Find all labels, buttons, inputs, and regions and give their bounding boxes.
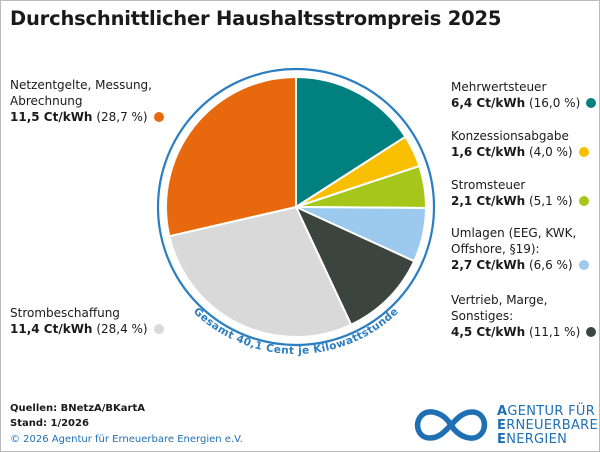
legend-item-strombeschaffung: Strombeschaffung 11,4 Ct/kWh (28,4 %)	[10, 305, 164, 337]
legend-item-vertrieb: Vertrieb, Marge, Sonstiges: 4,5 Ct/kWh (…	[451, 292, 597, 340]
legend-value: 4,5 Ct/kWh	[451, 325, 526, 339]
logo-initial: A	[497, 404, 508, 419]
copyright-text: © 2026 Agentur für Erneuerbare Energien …	[10, 434, 243, 445]
legend-value: 2,7 Ct/kWh	[451, 258, 526, 272]
logo-initial: E	[497, 432, 507, 447]
legend-value: 11,4 Ct/kWh	[10, 322, 93, 336]
legend-swatch	[586, 327, 597, 337]
legend-swatch	[578, 147, 589, 157]
legend-value: 11,5 Ct/kWh	[10, 110, 93, 124]
legend-value: 6,4 Ct/kWh	[451, 96, 526, 110]
legend-item-umlagen: Umlagen (EEG, KWK, Offshore, §19): 2,7 C…	[451, 225, 589, 273]
stand-text: Stand: 1/2026	[10, 418, 89, 429]
sources-text: Quellen: BNetzA/BKartA	[10, 403, 145, 414]
aee-logo-text: AGENTUR FÜR ERNEUERBARE ENERGIEN	[497, 405, 598, 447]
legend-swatch	[578, 196, 589, 206]
legend-label: Netzentgelte, Messung, Abrechnung	[10, 78, 152, 108]
infinity-icon	[414, 409, 488, 441]
legend-label: Mehrwertsteuer	[451, 80, 547, 94]
pie-slice	[165, 75, 297, 238]
legend-label: Vertrieb, Marge, Sonstiges:	[451, 293, 548, 323]
chart-title: Durchschnittlicher Haushaltsstrompreis 2…	[10, 7, 502, 30]
legend-item-mehrwertsteuer: Mehrwertsteuer 6,4 Ct/kWh (16,0 %)	[451, 79, 597, 111]
legend-percent: (11,1 %)	[528, 325, 581, 339]
legend-percent: (16,0 %)	[528, 96, 581, 110]
pie-slice	[293, 204, 416, 327]
legend-label: Stromsteuer	[451, 178, 526, 192]
logo-word: RNEUERBARE	[506, 418, 598, 433]
logo-word: GENTUR FÜR	[507, 404, 596, 419]
legend-swatch	[586, 98, 597, 108]
total-ring	[156, 67, 436, 347]
logo-word: NERGIEN	[506, 432, 568, 447]
legend-item-konzessionsabgabe: Konzessionsabgabe 1,6 Ct/kWh (4,0 %)	[451, 128, 589, 160]
legend-swatch	[578, 260, 589, 270]
legend-percent: (4,0 %)	[528, 145, 573, 159]
legend-swatch	[153, 112, 164, 122]
legend-percent: (6,6 %)	[528, 258, 573, 272]
pie-slices	[165, 75, 428, 338]
legend-swatch	[153, 324, 164, 334]
legend-value: 1,6 Ct/kWh	[451, 145, 526, 159]
legend-percent: (28,7 %)	[96, 110, 148, 124]
legend-label: Konzessionsabgabe	[451, 129, 569, 143]
legend-percent: (28,4 %)	[96, 322, 148, 336]
logo-initial: E	[497, 418, 507, 433]
legend-percent: (5,1 %)	[528, 194, 573, 208]
legend-value: 2,1 Ct/kWh	[451, 194, 526, 208]
legend-label: Umlagen (EEG, KWK, Offshore, §19):	[451, 226, 577, 256]
legend-item-stromsteuer: Stromsteuer 2,1 Ct/kWh (5,1 %)	[451, 177, 589, 209]
pie-slice	[168, 205, 353, 338]
legend-item-netzentgelte: Netzentgelte, Messung, Abrechnung 11,5 C…	[10, 77, 164, 125]
legend-label: Strombeschaffung	[10, 306, 120, 320]
pie-slice	[295, 75, 407, 209]
